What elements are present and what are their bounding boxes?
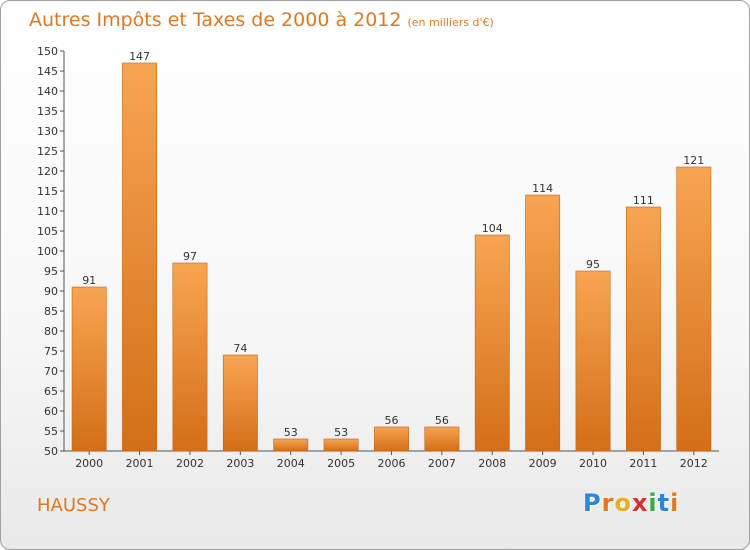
value-label-2008: 104	[482, 222, 503, 235]
y-tick-label: 110	[37, 205, 58, 218]
chart-title: Autres Impôts et Taxes de 2000 à 2012 (en…	[29, 9, 494, 31]
value-label-2007: 56	[435, 414, 449, 427]
x-tick-label-2001: 2001	[126, 457, 154, 470]
x-tick-label-2009: 2009	[529, 457, 557, 470]
logo-letter: o	[614, 489, 632, 517]
x-tick-label-2011: 2011	[629, 457, 657, 470]
value-label-2001: 147	[129, 50, 150, 63]
bar-2009	[525, 194, 561, 452]
value-label-2004: 53	[284, 426, 298, 439]
bar-2005	[323, 438, 359, 452]
y-tick-label: 50	[44, 445, 58, 458]
x-tick-label-2002: 2002	[176, 457, 204, 470]
x-tick-label-2000: 2000	[75, 457, 103, 470]
logo-letter: i	[670, 489, 680, 517]
chart-bars	[71, 62, 712, 452]
y-tick-label: 120	[37, 165, 58, 178]
y-tick-label: 65	[44, 385, 58, 398]
value-label-2011: 111	[633, 194, 654, 207]
y-tick-label: 95	[44, 265, 58, 278]
chart-title-text: Autres Impôts et Taxes de 2000 à 2012	[29, 9, 402, 31]
y-tick-label: 85	[44, 305, 58, 318]
bar-2001	[122, 62, 158, 452]
logo-letter: r	[601, 489, 615, 517]
x-tick-label-2007: 2007	[428, 457, 456, 470]
y-tick-label: 105	[37, 225, 58, 238]
y-tick-label: 145	[37, 65, 58, 78]
chart-value-labels: 91 147 97 74 53 53 56 56 104 114 95 111 121	[82, 50, 704, 439]
y-tick-label: 70	[44, 365, 58, 378]
chart-unit-label: (en milliers d'€)	[407, 16, 494, 29]
proxiti-logo: Proxiti	[583, 489, 679, 517]
value-label-2009: 114	[532, 182, 553, 195]
value-label-2012: 121	[683, 154, 704, 167]
value-label-2005: 53	[334, 426, 348, 439]
x-tick-label-2010: 2010	[579, 457, 607, 470]
y-tick-label: 150	[37, 45, 58, 58]
logo-letter: P	[583, 489, 602, 517]
y-tick-label: 60	[44, 405, 58, 418]
bar-2002	[172, 262, 208, 452]
bar-2000	[71, 286, 107, 452]
bar-2003	[222, 354, 258, 452]
bar-2004	[273, 438, 309, 452]
commune-name: HAUSSY	[37, 495, 110, 516]
y-tick-label: 135	[37, 105, 58, 118]
y-tick-label: 100	[37, 245, 58, 258]
bar-2006	[374, 426, 409, 452]
x-tick-label-2005: 2005	[327, 457, 355, 470]
y-tick-label: 55	[44, 425, 58, 438]
y-tick-label: 125	[37, 145, 58, 158]
x-tick-label-2008: 2008	[478, 457, 506, 470]
x-tick-label-2012: 2012	[680, 457, 708, 470]
x-tick-label-2003: 2003	[226, 457, 254, 470]
bar-2012	[676, 166, 712, 452]
bar-2011	[625, 206, 661, 452]
y-tick-label: 115	[37, 185, 58, 198]
x-tick-label-2004: 2004	[277, 457, 305, 470]
value-label-2002: 97	[183, 250, 197, 263]
x-tick-label-2006: 2006	[378, 457, 406, 470]
y-tick-label: 90	[44, 285, 58, 298]
y-tick-label: 80	[44, 325, 58, 338]
value-label-2010: 95	[586, 258, 600, 271]
y-tick-label: 75	[44, 345, 58, 358]
value-label-2000: 91	[82, 274, 96, 287]
logo-letter: i	[648, 489, 658, 517]
logo-letter: t	[657, 489, 671, 517]
bar-2008	[474, 234, 510, 452]
logo-letter: x	[631, 489, 649, 517]
bar-2007	[424, 426, 460, 452]
y-tick-label: 130	[37, 125, 58, 138]
y-tick-label: 140	[37, 85, 58, 98]
bar-2010	[575, 270, 611, 452]
value-label-2006: 56	[385, 414, 399, 427]
value-label-2003: 74	[233, 342, 247, 355]
